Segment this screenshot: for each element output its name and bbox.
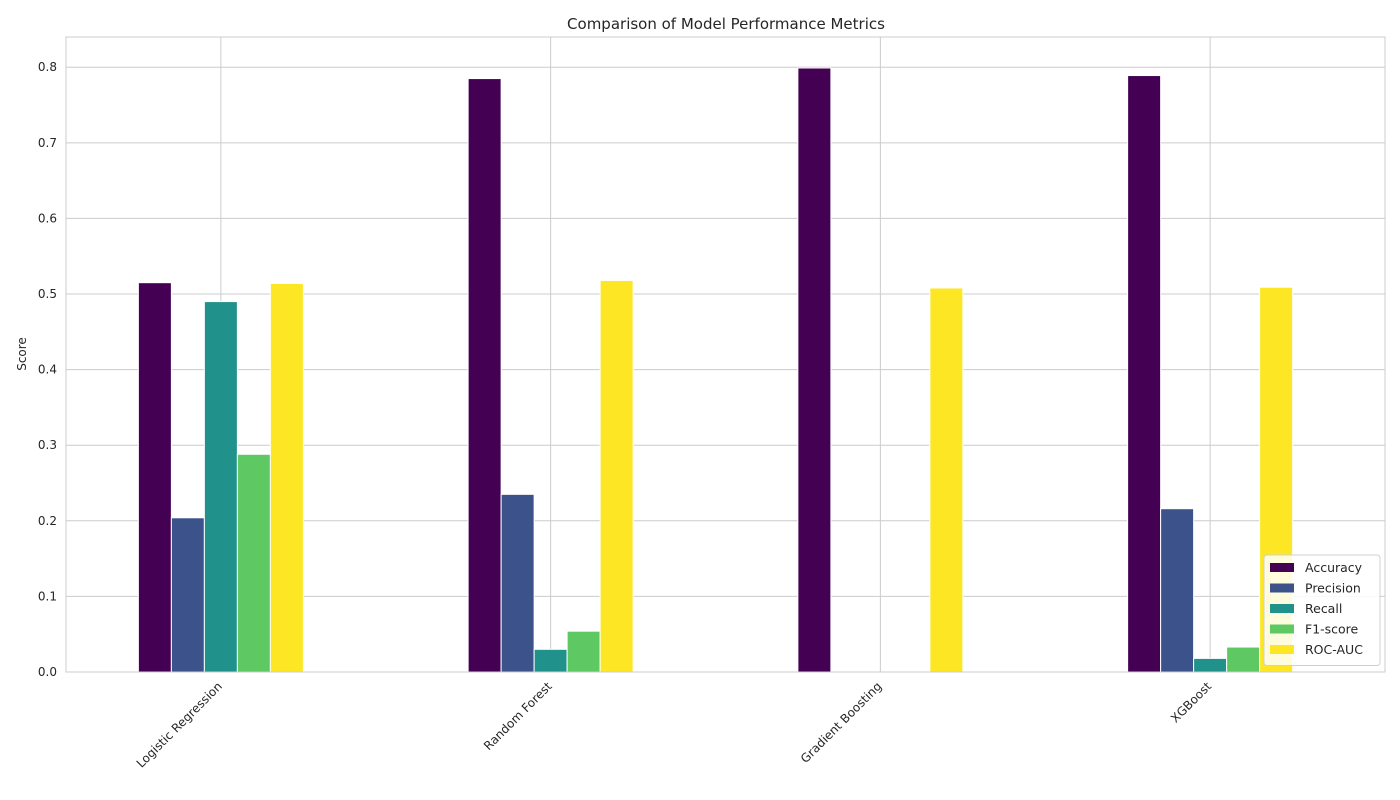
bar-roc-auc [599,279,634,673]
y-tick-labels: 0.0 0.1 0.2 0.3 0.4 0.5 0.6 0.7 0.8 [38,60,57,679]
bar-accuracy [137,282,172,673]
chart-title: Comparison of Model Performance Metrics [567,15,885,33]
legend-label: ROC-AUC [1305,642,1363,657]
bar-roc-auc [929,287,964,673]
legend-box [1263,554,1381,666]
y-tick-label: 0.1 [38,589,57,603]
bar-recall [1193,657,1228,673]
bar-precision [500,493,535,673]
legend-swatch [1270,563,1294,572]
bar-precision [170,517,205,673]
legend-label: Recall [1305,601,1342,616]
bar-recall [533,648,568,673]
legend-swatch [1270,604,1294,613]
legend-swatch [1270,583,1294,593]
y-tick-label: 0.4 [38,363,57,377]
y-tick-label: 0.0 [38,665,57,679]
legend-swatch [1270,645,1294,654]
y-tick-label: 0.6 [38,211,57,225]
legend: Accuracy Precision Recall F1-score ROC-AUC [1263,554,1381,666]
bar-accuracy [467,78,502,673]
y-tick-label: 0.5 [38,287,57,301]
bar-accuracy [797,67,832,673]
y-tick-label: 0.8 [38,60,57,74]
legend-label: Accuracy [1305,560,1363,575]
bar-f1-score [566,630,601,673]
y-tick-label: 0.7 [38,136,57,150]
legend-label: Precision [1305,581,1361,596]
bar-roc-auc [269,282,304,673]
bar-accuracy [1127,75,1162,673]
y-axis-label: Score [15,337,29,371]
plot-frame [65,36,1386,673]
y-tick-label: 0.2 [38,514,57,528]
bar-recall [203,301,238,673]
legend-label: F1-score [1305,622,1359,637]
bar-precision [1160,508,1195,673]
bar-f1-score [1226,646,1261,673]
bar-f1-score [236,453,271,673]
y-tick-label: 0.3 [38,438,57,452]
legend-swatch [1270,624,1294,634]
